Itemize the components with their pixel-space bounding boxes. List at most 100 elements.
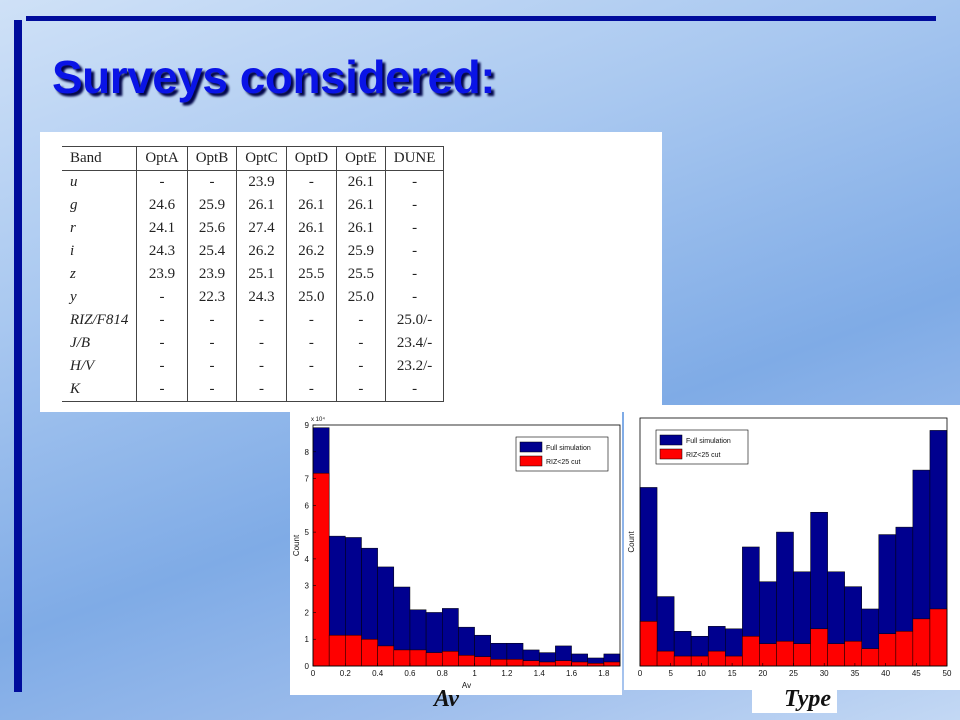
table-cell: -: [336, 355, 386, 378]
caption: Type: [752, 686, 838, 713]
table-cell: y: [70, 289, 77, 305]
table-row: H/V - - - - -23.2/-: [62, 355, 445, 378]
bar: [878, 633, 897, 667]
x-tick-label: 1: [472, 669, 477, 678]
legend-swatch: [519, 441, 543, 453]
x-tick-label: 30: [820, 669, 829, 678]
table-cell: -: [285, 332, 337, 355]
table-cell: -: [236, 332, 287, 355]
table-cell: -: [236, 378, 287, 402]
bar: [742, 635, 760, 667]
legend-swatch: [519, 455, 543, 467]
caption: Av: [434, 686, 459, 712]
bar: [776, 640, 794, 667]
table-cell: -: [384, 286, 445, 309]
y-tick-label: 9: [305, 421, 310, 430]
bar: [393, 649, 411, 667]
table-cell: 24.1: [136, 217, 188, 240]
table-cell: -: [186, 378, 237, 402]
y-tick-label: 3: [305, 582, 310, 591]
slide-title: Surveys considered:: [52, 51, 496, 103]
bar: [538, 661, 556, 667]
header-cell: Band: [62, 146, 137, 171]
bar: [409, 649, 427, 667]
table-cell: -: [336, 332, 386, 355]
bar: [827, 643, 845, 667]
table-cell: r: [70, 220, 76, 236]
x-tick-label: 0: [638, 669, 643, 678]
table-cell: 25.6: [186, 217, 237, 240]
x-tick-label: 0: [311, 669, 316, 678]
table-cell: 25.5: [285, 263, 337, 286]
table-cell: -: [186, 332, 237, 355]
table-cell: -: [285, 309, 337, 332]
bar: [571, 661, 588, 667]
accent-line: [26, 16, 936, 21]
bar: [555, 660, 572, 667]
table-row: y -22.3 24.3 25.0 25.0-: [62, 286, 445, 309]
y-tick-label: 2: [305, 608, 310, 617]
table-cell: -: [236, 309, 287, 332]
table-cell: 25.4: [186, 240, 237, 263]
bar: [522, 660, 540, 667]
bar: [759, 643, 777, 667]
table-cell: -: [336, 309, 386, 332]
table-cell: 23.9: [186, 263, 237, 286]
bar: [656, 650, 675, 667]
table-row: RIZ/F814- - - - -25.0/-: [62, 309, 445, 332]
bar: [361, 638, 378, 667]
x-tick-label: 35: [850, 669, 859, 678]
table-row: g 24.6 25.9 26.1 26.1 26.1-: [62, 194, 445, 217]
table-row: J/B - - - - -23.4/-: [62, 332, 445, 355]
header-row: Band OptA OptB OptC OptD OptE DUNE: [62, 146, 445, 171]
table-cell: -: [136, 378, 188, 402]
table-row: i 24.3 25.4 26.2 26.2 25.9-: [62, 240, 445, 263]
table-cell: 25.1: [236, 263, 287, 286]
y-tick-label: 1: [305, 635, 310, 644]
table-cell: J/B: [70, 335, 90, 351]
legend-swatch: [659, 448, 683, 460]
x-tick-label: 1.8: [598, 669, 610, 678]
x-tick-label: 1.6: [566, 669, 578, 678]
table-row: K------: [62, 378, 445, 402]
bar: [442, 651, 459, 667]
x-tick-label: 1.4: [534, 669, 546, 678]
table-cell: 27.4: [236, 217, 287, 240]
header-cell: OptA: [136, 146, 188, 171]
table-cell: H/V: [70, 358, 95, 374]
table-cell: RIZ/F814: [70, 312, 129, 328]
x-tick-label: 0.4: [372, 669, 384, 678]
table-cell: 26.2: [236, 240, 287, 263]
x-tick-label: 0.8: [437, 669, 449, 678]
bar: [912, 618, 931, 667]
bar: [603, 661, 621, 667]
bar: [506, 659, 524, 667]
x-tick-label: 15: [728, 669, 737, 678]
header-cell: OptE: [336, 146, 386, 171]
bar: [793, 643, 811, 667]
table-row: z 23.9 23.9 25.1 25.5 25.5-: [62, 263, 445, 286]
legend-label: RIZ<25 cut: [546, 459, 580, 466]
table-cell: -: [384, 263, 445, 286]
bar: [690, 655, 709, 667]
bar: [474, 656, 491, 667]
table-cell: 26.1: [285, 194, 337, 217]
bar: [587, 663, 605, 667]
table-cell: -: [285, 355, 337, 378]
x-tick-label: 25: [789, 669, 798, 678]
table-cell: i: [70, 243, 75, 259]
table-cell: K: [62, 378, 137, 402]
bar: [673, 655, 692, 667]
table-cell: 23.9: [136, 263, 188, 286]
x-tick-label: 10: [697, 669, 706, 678]
legend-label: RIZ<25 cut: [686, 452, 720, 459]
legend-label: Full simulation: [546, 445, 591, 452]
chart: 0 5 10 15 20 25 30 35 40 45 50 Count Full simulation…: [624, 405, 960, 690]
x-tick-label: 1.2: [501, 669, 513, 678]
table-cell: 24.3: [236, 286, 287, 309]
x-tick-label: 45: [912, 669, 921, 678]
x-tick-label: 20: [758, 669, 767, 678]
table-row: u - -23.9-26.1-: [62, 170, 445, 194]
table-cell: 26.1: [285, 217, 337, 240]
